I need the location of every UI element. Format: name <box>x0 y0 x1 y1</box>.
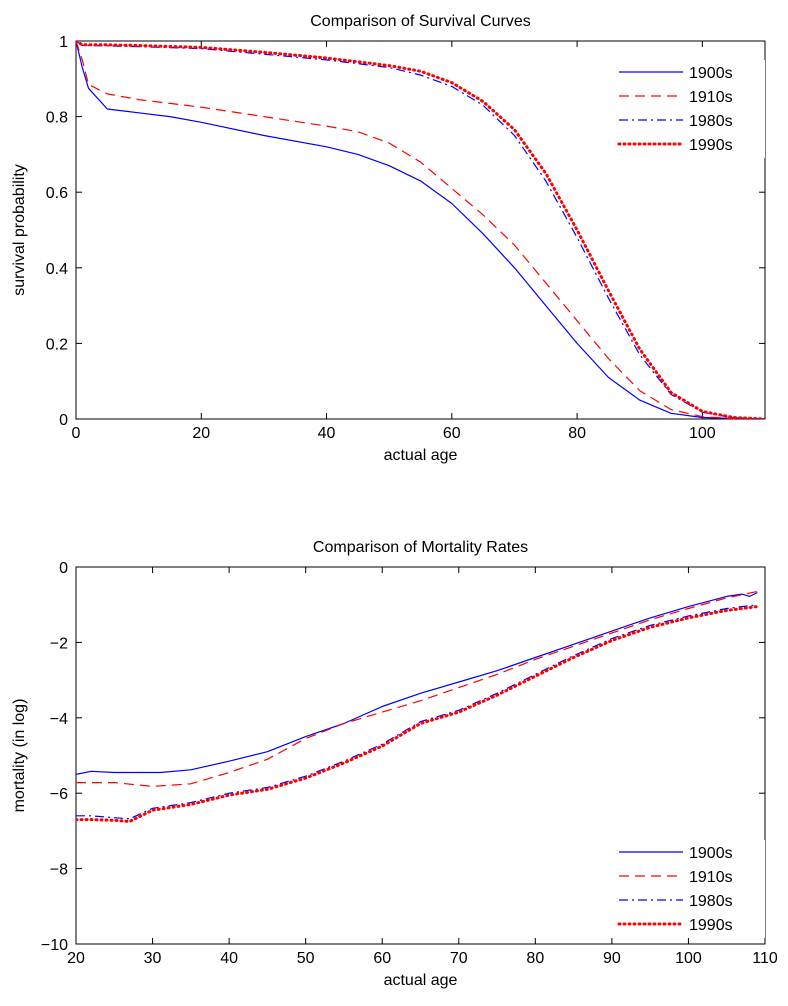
y-tick-label: 0.4 <box>46 261 68 278</box>
x-tick-label: 60 <box>443 425 461 442</box>
x-tick-label: 100 <box>675 950 702 967</box>
series-group <box>76 41 765 419</box>
x-tick-label: 0 <box>72 425 81 442</box>
chart-2: 20 30 40 50 60 70 80 90 100 110 −10 −8 −6 −4 −2 0 Compar… <box>11 539 778 989</box>
legend-box <box>597 60 765 158</box>
x-tick-label: 40 <box>220 950 238 967</box>
chart-title: Comparison of Survival Curves <box>310 13 531 30</box>
series-line-1990s <box>76 41 765 419</box>
y-tick-label: 1 <box>59 34 68 51</box>
y-tick-label: 0 <box>59 560 68 577</box>
x-tick-label: 20 <box>192 425 210 442</box>
y-tick-label: 0.2 <box>46 336 68 353</box>
x-tick-label: 60 <box>373 950 391 967</box>
x-tick-label: 100 <box>689 425 716 442</box>
x-tick-label: 40 <box>318 425 336 442</box>
chart-1: 0 20 40 60 80 100 0 0.2 0.4 0.6 0.8 1 Comparison of … <box>11 13 766 464</box>
y-tick-label: −4 <box>50 711 68 728</box>
y-axis-label: mortality (in log) <box>11 699 28 813</box>
legend: 1900s 1910s 1980s 1990s <box>597 60 765 158</box>
series-line-1910s <box>76 41 765 419</box>
x-axis-label: actual age <box>384 972 458 989</box>
x-tick-label: 80 <box>526 950 544 967</box>
legend-label: 1980s <box>689 893 733 910</box>
y-tick-label: 0.8 <box>46 110 68 127</box>
x-axis-label: actual age <box>384 447 458 464</box>
y-tick-label: −10 <box>41 937 68 954</box>
y-tick-label: −2 <box>50 635 68 652</box>
series-group <box>76 590 759 823</box>
legend-label: 1990s <box>689 917 733 934</box>
x-tick-label: 80 <box>568 425 586 442</box>
legend-label: 1910s <box>689 89 733 106</box>
x-tick-label: 70 <box>450 950 468 967</box>
legend: 1900s 1910s 1980s 1990s <box>597 840 765 938</box>
y-tick-label: −6 <box>50 786 68 803</box>
legend-label: 1900s <box>689 845 733 862</box>
y-tick-label: 0.6 <box>46 185 68 202</box>
series-line-1990s <box>76 605 759 823</box>
legend-label: 1990s <box>689 137 733 154</box>
x-tick-label: 20 <box>67 950 85 967</box>
series-line-1900s <box>76 41 765 419</box>
x-tick-label: 30 <box>144 950 162 967</box>
chart-title: Comparison of Mortality Rates <box>313 539 528 556</box>
legend-label: 1900s <box>689 65 733 82</box>
y-tick-label: 0 <box>59 412 68 429</box>
series-line-1980s <box>76 41 765 419</box>
legend-label: 1910s <box>689 869 733 886</box>
x-tick-label: 90 <box>603 950 621 967</box>
x-tick-label: 110 <box>752 950 778 967</box>
legend-box <box>597 840 765 938</box>
legend-label: 1980s <box>689 113 733 130</box>
series-line-1980s <box>76 604 758 820</box>
y-axis-label: survival probability <box>11 164 28 296</box>
x-tick-label: 50 <box>297 950 315 967</box>
series-line-1910s <box>76 590 758 788</box>
series-line-1900s <box>76 592 758 775</box>
y-tick-label: −8 <box>50 862 68 879</box>
